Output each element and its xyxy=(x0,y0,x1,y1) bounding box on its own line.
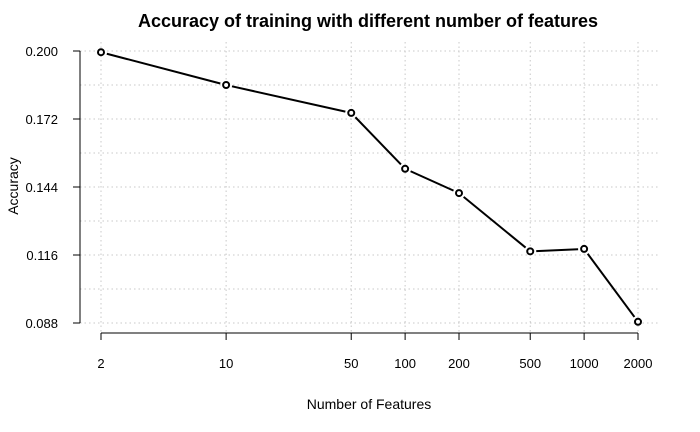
x-tick-label: 200 xyxy=(448,356,470,371)
chart-title: Accuracy of training with different numb… xyxy=(138,11,598,31)
x-tick-label: 50 xyxy=(344,356,358,371)
y-tick-label: 0.144 xyxy=(25,180,58,195)
series-line-segment xyxy=(106,52,221,85)
y-tick-label: 0.200 xyxy=(25,44,58,59)
data-point xyxy=(455,189,463,198)
y-tick-label: 0.172 xyxy=(25,112,58,127)
x-tick-label: 1000 xyxy=(570,356,599,371)
series-line-group xyxy=(106,52,636,318)
data-point xyxy=(347,108,356,117)
data-points xyxy=(97,48,642,326)
grid-lines xyxy=(80,42,660,333)
series-line-segment xyxy=(231,85,346,113)
series-line-segment xyxy=(410,170,454,192)
x-tick-label: 2000 xyxy=(624,356,653,371)
data-point xyxy=(634,317,642,326)
y-tick-label: 0.116 xyxy=(26,248,58,263)
data-point xyxy=(580,244,589,253)
axes: 0.088 0.116 0.144 0.172 0.200 2 10 50 100 200 500 1… xyxy=(25,44,652,371)
y-tick-label: 0.088 xyxy=(25,316,58,331)
x-tick-label: 500 xyxy=(519,356,541,371)
x-tick-label: 10 xyxy=(219,356,233,371)
data-point xyxy=(401,164,410,173)
x-tick-label: 2 xyxy=(97,356,104,371)
series-line-segment xyxy=(536,248,579,253)
x-axis-label: Number of Features xyxy=(307,396,432,412)
y-axis-label: Accuracy xyxy=(5,157,21,215)
x-tick-label: 100 xyxy=(394,356,416,371)
series-line-segment xyxy=(463,196,527,249)
series-line-segment xyxy=(586,253,636,318)
series-line-segment xyxy=(354,116,402,166)
data-point xyxy=(526,247,535,256)
data-point xyxy=(222,81,231,89)
data-point xyxy=(97,48,105,57)
